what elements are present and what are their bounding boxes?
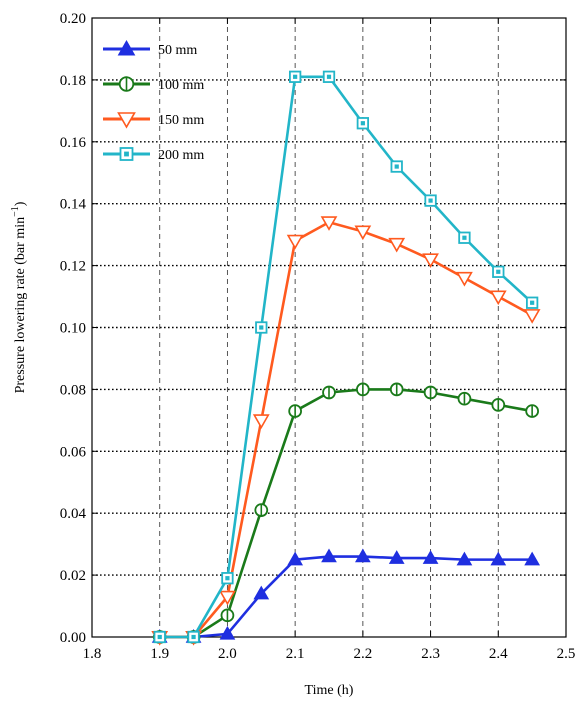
data-point-marker-core	[428, 198, 433, 203]
y-tick-label: 0.00	[60, 630, 86, 646]
data-point-marker	[354, 548, 371, 563]
x-tick-label: 2.1	[286, 646, 305, 662]
x-tick-label: 2.5	[557, 646, 576, 662]
series-200-mm	[153, 70, 539, 644]
y-axis-label: Pressure lowering rate (bar min−1)	[10, 201, 28, 393]
data-point-marker-core	[124, 151, 129, 157]
data-point-marker	[422, 550, 439, 564]
data-point-marker	[354, 225, 372, 241]
axis-ticks: 0.00 0.02 0.04 0.06 0.08 0.10 0.12 0.14 0.16 0.18…	[60, 11, 576, 662]
data-point-marker-core	[530, 300, 535, 305]
legend-item: 150 mm	[103, 112, 204, 129]
y-tick-label: 0.14	[60, 197, 87, 213]
data-point-marker	[524, 551, 541, 566]
x-tick-label: 1.9	[150, 646, 169, 662]
data-point-marker	[253, 585, 270, 600]
y-axis-label-close: )	[13, 201, 28, 206]
data-point-marker	[219, 625, 236, 640]
legend-item: 100 mm	[103, 76, 204, 93]
x-tick-label: 1.8	[83, 646, 102, 662]
data-point-marker	[286, 234, 304, 250]
y-tick-label: 0.10	[60, 321, 86, 337]
data-point-marker	[320, 216, 338, 231]
data-point-marker	[287, 551, 304, 566]
data-point-marker	[456, 271, 473, 287]
data-point-marker	[456, 551, 473, 566]
data-point-marker-core	[191, 634, 196, 640]
data-point-marker	[321, 548, 337, 563]
legend-item: 200 mm	[103, 147, 204, 163]
x-tick-label: 2.0	[218, 646, 237, 662]
y-tick-label: 0.18	[60, 73, 86, 89]
data-point-marker	[523, 309, 541, 324]
data-point-marker-core	[259, 325, 264, 330]
legend-item: 50 mm	[103, 39, 197, 58]
data-point-marker-core	[157, 634, 162, 640]
data-point-marker-core	[326, 74, 332, 79]
series-line	[159, 220, 533, 639]
legend-label: 200 mm	[158, 148, 204, 163]
y-tick-label: 0.06	[60, 444, 87, 460]
legend-label: 100 mm	[158, 78, 204, 93]
y-tick-label: 0.16	[60, 135, 87, 151]
y-tick-label: 0.04	[60, 506, 87, 522]
data-point-marker-core	[394, 164, 399, 169]
legend: 50 mm 100 mm 150 mm 200 mm	[103, 39, 204, 163]
y-tick-label: 0.12	[60, 259, 86, 275]
series-line	[159, 75, 534, 639]
data-point-marker-core	[462, 235, 467, 240]
x-tick-label: 2.3	[421, 646, 440, 662]
data-point-marker-core	[293, 74, 298, 79]
data-point-marker	[388, 550, 405, 564]
series	[151, 70, 541, 646]
x-tick-label: 2.4	[489, 646, 508, 662]
x-axis-label: Time (h)	[305, 683, 354, 698]
data-point-marker-core	[496, 269, 501, 274]
x-tick-label: 2.2	[353, 646, 372, 662]
legend-label: 150 mm	[158, 113, 204, 128]
data-point-marker	[490, 551, 507, 566]
data-point-marker	[117, 39, 136, 56]
series-100-mm	[152, 382, 539, 644]
data-point-marker	[117, 112, 136, 129]
data-point-marker	[388, 237, 406, 253]
data-point-marker-core	[225, 576, 230, 581]
data-point-marker	[252, 414, 270, 429]
data-point-marker-core	[360, 121, 365, 126]
y-axis-label-main: Pressure lowering rate (bar min	[13, 217, 28, 394]
y-tick-label: 0.08	[60, 382, 86, 398]
series-150-mm	[151, 216, 541, 646]
data-point-marker	[422, 253, 439, 269]
data-point-marker	[219, 590, 236, 606]
y-tick-label: 0.02	[60, 568, 86, 584]
series-line	[159, 555, 533, 639]
legend-label: 50 mm	[158, 43, 197, 58]
series-50-mm	[151, 548, 541, 643]
grid	[92, 18, 566, 637]
y-axis-label-exponent: −1	[10, 206, 21, 217]
y-tick-label: 0.20	[60, 11, 86, 27]
data-point-marker	[489, 290, 507, 306]
